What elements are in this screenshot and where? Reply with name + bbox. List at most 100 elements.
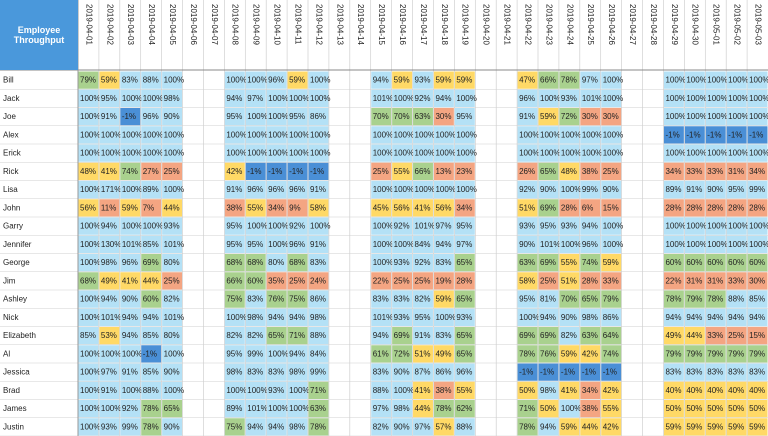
cell-value: 100%: [80, 258, 100, 267]
cell-value: 65%: [268, 331, 284, 340]
cell-value: 49%: [101, 276, 117, 285]
cell-value: 59%: [289, 76, 305, 85]
cell-fill: [266, 345, 287, 363]
cell-value: 85%: [749, 295, 765, 304]
cell-fill: [371, 400, 392, 418]
cell-fill: [433, 144, 454, 162]
cell-fill: [726, 235, 747, 253]
column-header: 2019-04-11: [293, 4, 302, 45]
cell-value: -1%: [728, 130, 742, 139]
cell-value: 100%: [164, 149, 184, 158]
cell-value: 100%: [749, 149, 768, 158]
cell-value: 66%: [226, 276, 242, 285]
column-header: 2019-04-23: [544, 4, 553, 45]
cell-value: 92%: [394, 222, 410, 231]
cell-value: 94%: [540, 422, 556, 431]
cell-value: 90%: [540, 185, 556, 194]
cell-fill: [580, 217, 601, 235]
cell-value: 100%: [268, 94, 288, 103]
cell-fill: [747, 363, 768, 381]
cell-fill: [580, 308, 601, 326]
cell-value: 59%: [561, 349, 577, 358]
cell-fill: [684, 345, 705, 363]
cell-fill: [663, 381, 684, 399]
cell-value: 98%: [540, 386, 556, 395]
cell-fill: [162, 363, 183, 381]
row-name: Erick: [3, 149, 22, 158]
cell-fill: [663, 199, 684, 217]
cell-value: 100%: [80, 240, 100, 249]
cell-fill: [601, 108, 622, 126]
cell-value: 100%: [582, 130, 602, 139]
cell-value: 59%: [101, 76, 117, 85]
cell-fill: [245, 308, 266, 326]
cell-fill: [266, 108, 287, 126]
cell-value: 86%: [310, 112, 326, 121]
cell-value: 55%: [561, 258, 577, 267]
column-header: 2019-04-26: [607, 4, 616, 45]
cell-fill: [580, 199, 601, 217]
cell-value: 69%: [394, 331, 410, 340]
cell-fill: [308, 126, 329, 144]
cell-fill: [433, 381, 454, 399]
cell-fill: [747, 400, 768, 418]
cell-fill: [454, 381, 475, 399]
cell-fill: [78, 418, 99, 436]
cell-value: 79%: [686, 349, 702, 358]
cell-value: 101%: [373, 313, 393, 322]
cell-fill: [224, 400, 245, 418]
cell-fill: [559, 400, 580, 418]
cell-value: 95%: [226, 240, 242, 249]
cell-value: 100%: [665, 76, 685, 85]
cell-value: 100%: [707, 149, 727, 158]
cell-value: 51%: [561, 276, 577, 285]
cell-value: -1%: [561, 368, 575, 377]
cell-value: 28%: [707, 203, 723, 212]
cell-fill: [663, 144, 684, 162]
cell-fill: [454, 235, 475, 253]
cell-value: 100%: [101, 349, 121, 358]
cell-fill: [224, 71, 245, 89]
cell-fill: [559, 126, 580, 144]
cell-fill: [663, 272, 684, 290]
cell-fill: [141, 126, 162, 144]
cell-value: 100%: [603, 76, 623, 85]
cell-value: -1%: [749, 130, 763, 139]
cell-value: 100%: [122, 349, 142, 358]
cell-fill: [371, 235, 392, 253]
cell-value: 55%: [456, 386, 472, 395]
cell-value: 96%: [247, 185, 263, 194]
cell-value: 100%: [561, 130, 581, 139]
cell-value: 82%: [415, 295, 431, 304]
cell-value: 100%: [164, 386, 184, 395]
cell-value: 75%: [226, 422, 242, 431]
cell-value: 87%: [415, 368, 431, 377]
cell-fill: [120, 89, 141, 107]
cell-value: 96%: [519, 94, 535, 103]
cell-value: 71%: [289, 331, 305, 340]
cell-fill: [538, 290, 559, 308]
cell-value: 100%: [80, 149, 100, 158]
cell-fill: [454, 327, 475, 345]
cell-value: 44%: [686, 331, 702, 340]
cell-fill: [454, 345, 475, 363]
cell-value: 94%: [582, 222, 598, 231]
cell-value: 83%: [686, 368, 702, 377]
cell-value: 95%: [226, 222, 242, 231]
cell-value: 100%: [435, 313, 455, 322]
cell-fill: [517, 108, 538, 126]
cell-fill: [454, 418, 475, 436]
cell-value: 100%: [394, 185, 414, 194]
cell-fill: [559, 272, 580, 290]
cell-value: 100%: [226, 386, 246, 395]
cell-value: 50%: [749, 404, 765, 413]
cell-value: -1%: [665, 130, 679, 139]
cell-fill: [580, 418, 601, 436]
cell-fill: [162, 144, 183, 162]
cell-fill: [224, 290, 245, 308]
cell-fill: [601, 363, 622, 381]
cell-fill: [266, 217, 287, 235]
cell-fill: [454, 217, 475, 235]
cell-value: 94%: [686, 313, 702, 322]
